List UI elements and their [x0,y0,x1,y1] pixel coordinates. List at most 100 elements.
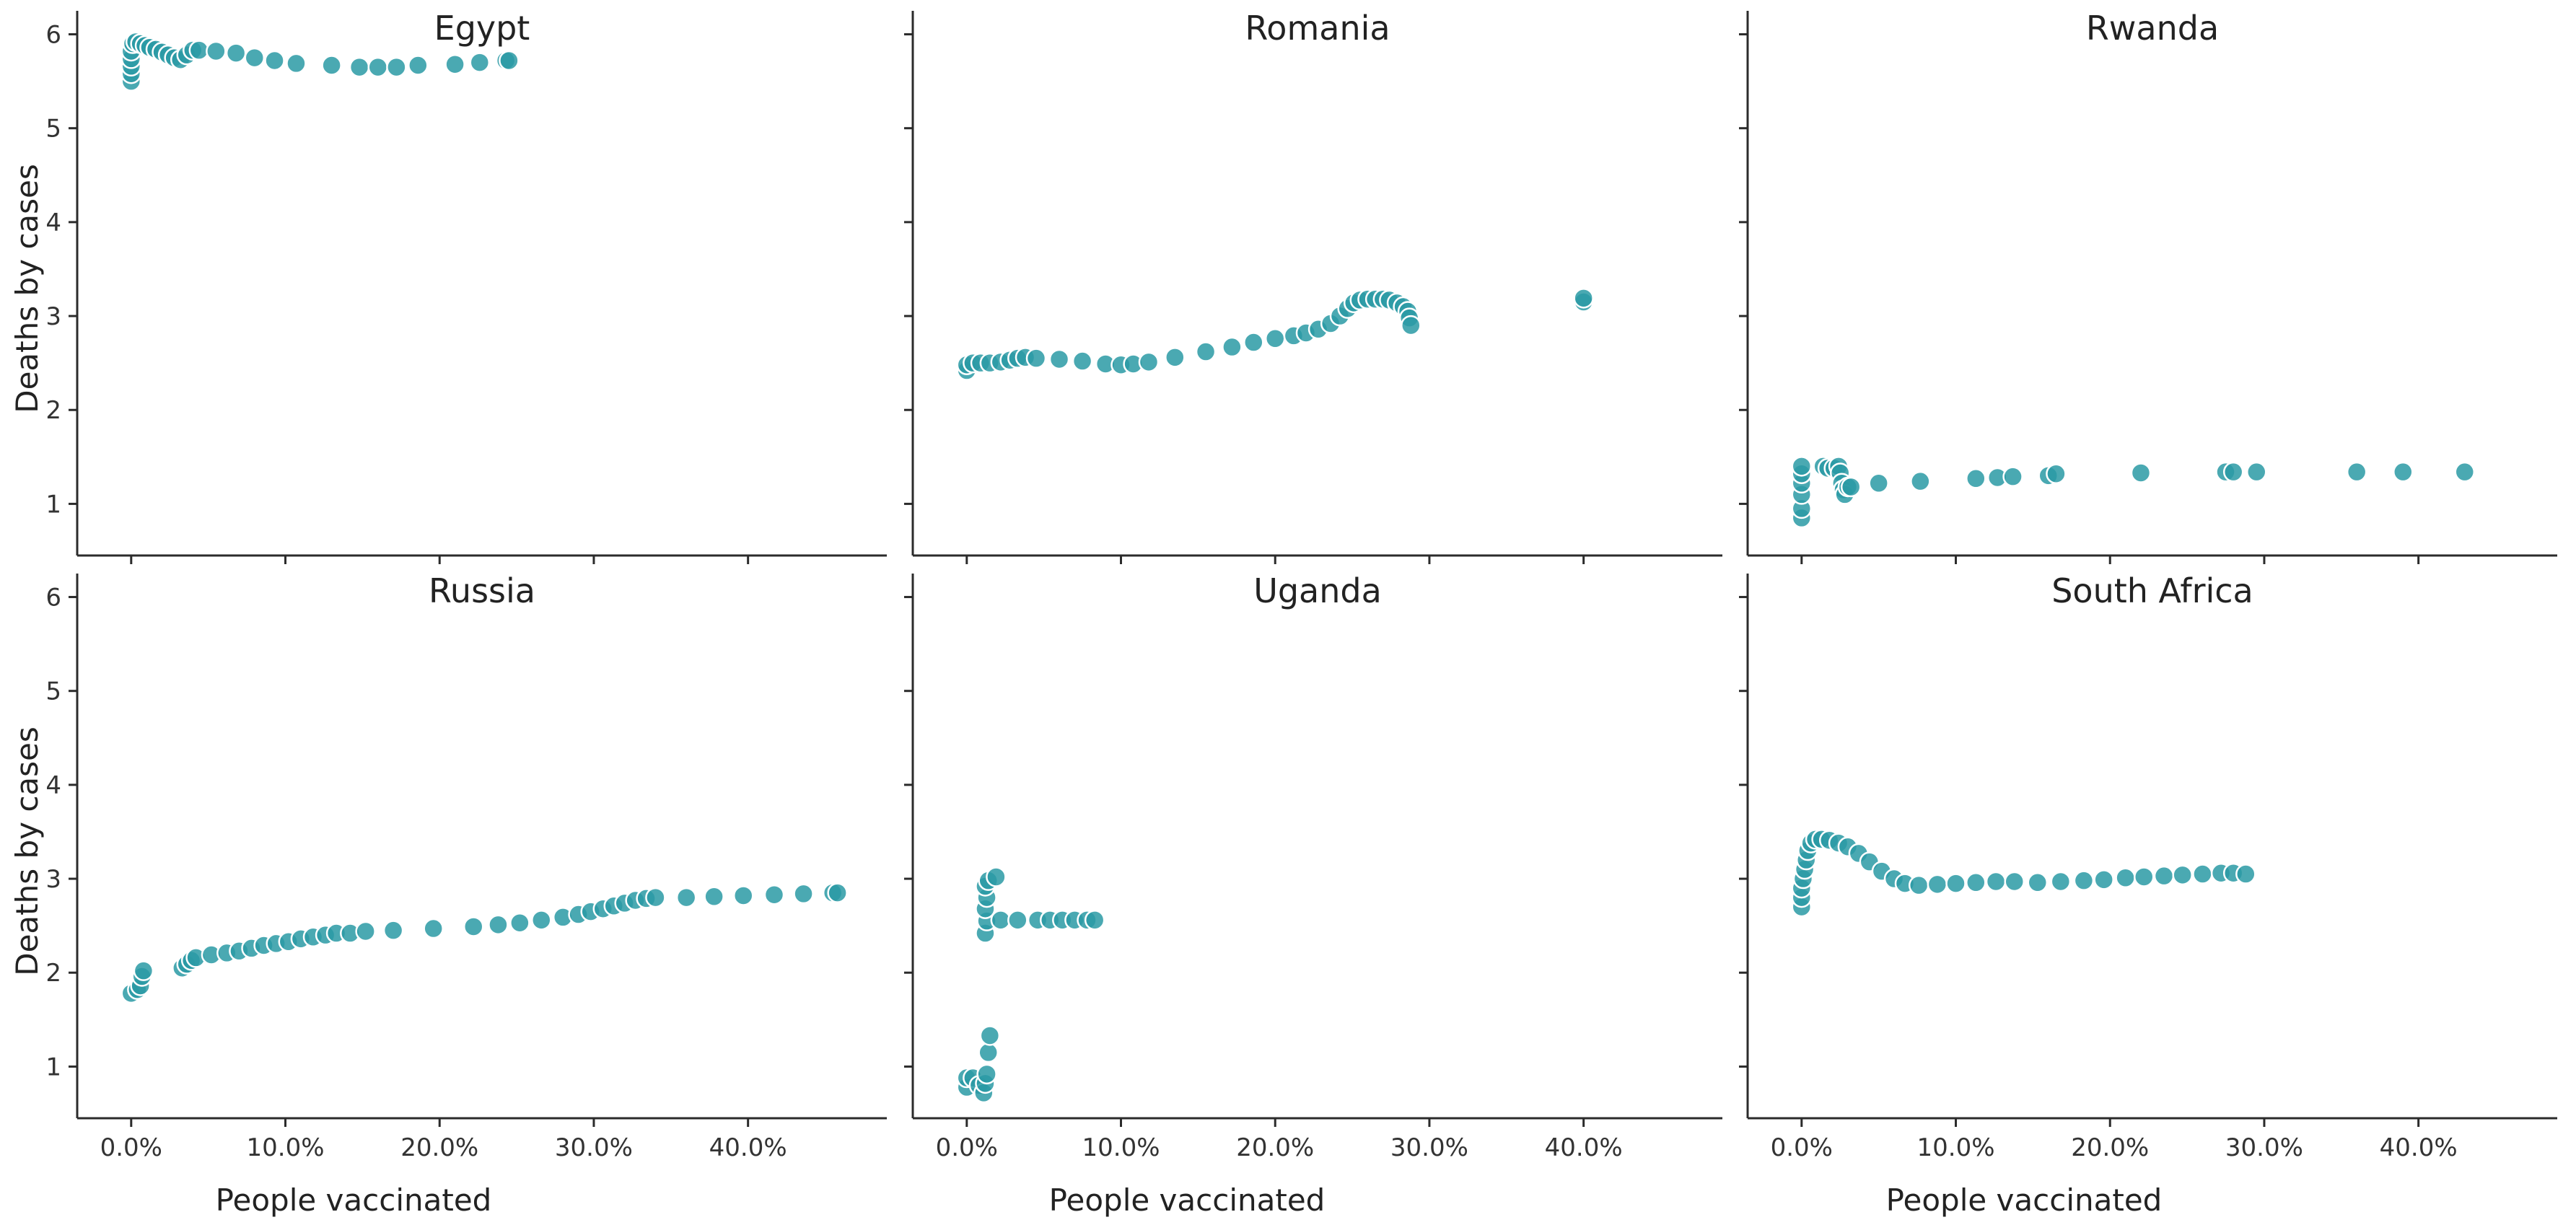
y-tick-label: 6 [45,584,61,612]
data-point-egypt [469,52,491,73]
data-point-rwanda [1840,476,1862,498]
x-tick-label: 0.0% [936,1133,998,1162]
data-point-egypt [408,55,429,76]
data-point-egypt [206,40,227,62]
data-point-russia [704,886,724,908]
data-point-romania [1222,336,1243,358]
x-tick-label: 30.0% [555,1133,633,1162]
data-point-russia [133,960,154,981]
x-tick-label: 40.0% [1545,1133,1623,1162]
panel-title-russia: Russia [429,571,535,610]
data-point-south-africa [2133,866,2155,887]
data-point-romania [1401,315,1421,336]
data-point-russia [675,887,697,908]
y-tick-label: 4 [45,208,61,237]
data-point-romania [1264,328,1286,349]
y-tick-label: 5 [45,115,61,144]
y-tick-label: 2 [45,959,61,988]
x-tick-label: 20.0% [1236,1133,1314,1162]
panel-title-romania: Romania [1245,9,1390,48]
data-point-russia [763,884,785,905]
data-point-south-africa [1927,874,1948,895]
data-point-uganda [990,910,1012,931]
y-tick-label: 3 [45,865,61,894]
x-tick-label: 10.0% [1082,1133,1160,1162]
data-point-russia [645,887,666,908]
data-point-rwanda [2454,461,2476,483]
data-point-egypt [286,53,307,74]
panel-title-egypt: Egypt [434,9,530,48]
data-point-russia [509,912,530,934]
panel-rwanda: Rwanda [1739,9,2557,564]
data-point-rwanda [2346,461,2367,483]
data-point-romania [1072,351,1093,372]
data-point-russia [827,882,848,903]
data-point-egypt [321,55,342,76]
data-point-egypt [386,56,407,78]
data-point-south-africa [2027,872,2049,893]
data-point-russia [355,921,376,942]
data-point-romania [1195,341,1217,362]
data-point-russia [732,885,754,906]
data-point-south-africa [1908,874,1929,896]
data-point-south-africa [1945,873,1966,894]
data-point-uganda [979,1025,1001,1046]
data-point-egypt [444,53,465,75]
data-point-russia [531,910,552,931]
panel-title-uganda: Uganda [1253,571,1382,610]
x-tick-label: 20.0% [400,1133,478,1162]
y-tick-label: 3 [45,302,61,331]
x-axis-title-col2: People vaccinated [1049,1182,1326,1218]
data-point-south-africa [1966,872,1986,893]
data-point-south-africa [2050,871,2072,892]
data-point-rwanda [2222,461,2244,483]
data-point-south-africa [2192,864,2213,884]
data-point-rwanda [2246,461,2267,483]
y-tick-label: 5 [45,677,61,706]
data-point-uganda [986,866,1007,887]
data-point-south-africa [1985,871,2007,892]
data-point-south-africa [2172,864,2193,886]
data-point-egypt [244,47,266,69]
data-point-romania [1048,348,1070,370]
data-point-rwanda [1966,468,1986,489]
data-point-egypt [349,56,370,78]
y-tick-label: 4 [45,771,61,800]
data-point-south-africa [2004,871,2025,892]
data-point-russia [423,918,444,939]
data-point-south-africa [2235,864,2256,884]
data-point-south-africa [2093,869,2114,890]
data-point-rwanda [1868,473,1889,494]
data-point-egypt [225,43,247,63]
y-axis-title-bottom: Deaths by cases [9,726,45,976]
data-point-south-africa [2153,865,2175,887]
panel-romania: Romania [904,9,1722,564]
x-tick-label: 0.0% [100,1133,162,1162]
data-point-rwanda [1791,456,1813,477]
data-point-uganda [978,1042,999,1063]
x-tick-label: 20.0% [2071,1133,2149,1162]
data-point-rwanda [2393,461,2414,483]
data-point-south-africa [2115,867,2136,889]
x-tick-label: 0.0% [1771,1133,1833,1162]
y-tick-label: 1 [45,490,61,519]
data-point-egypt [499,50,520,71]
panels-layer: 1 2 3 4 5 6 Egypt Romania Rwanda 1 2 3 4 5 6 0.0% 10.0% 2… [45,9,2557,1162]
data-point-rwanda [2002,466,2023,487]
data-point-romania [1165,347,1186,368]
panel-title-south-africa: South Africa [2051,571,2253,610]
data-point-russia [463,916,484,937]
data-point-rwanda [1910,470,1931,492]
data-point-south-africa [2073,870,2095,891]
data-point-russia [382,920,404,941]
x-axis-title-col3: People vaccinated [1886,1182,2163,1218]
y-tick-label: 2 [45,396,61,425]
y-axis-title-top: Deaths by cases [9,164,45,413]
data-point-romania [1243,332,1264,353]
y-tick-label: 6 [45,21,61,50]
data-point-uganda [1007,910,1028,931]
x-axis-title-col1: People vaccinated [216,1182,492,1218]
data-point-romania [1138,351,1160,373]
x-tick-label: 10.0% [1917,1133,1995,1162]
